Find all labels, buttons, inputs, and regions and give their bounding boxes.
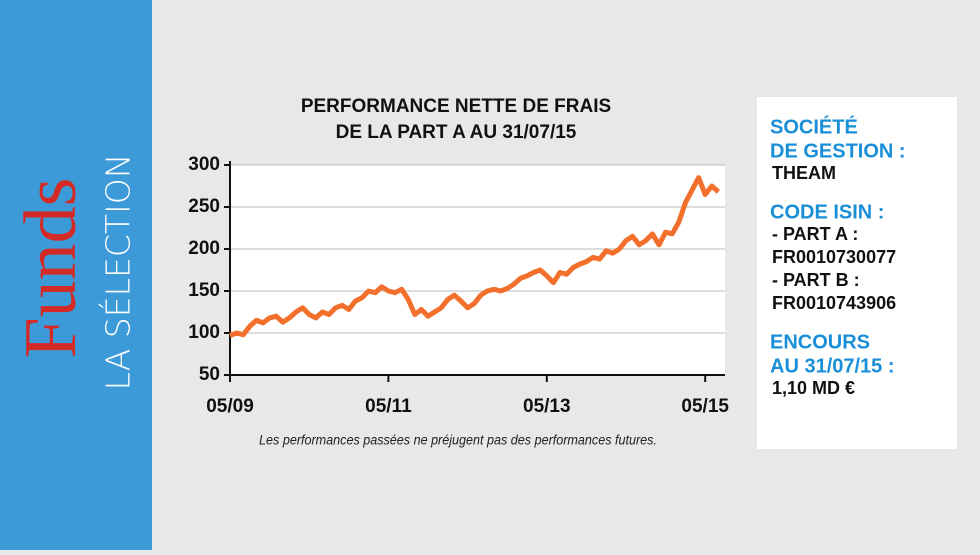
x-tick-label: 05/09 (206, 396, 254, 417)
x-tick-label: 05/15 (681, 396, 729, 417)
info-line: - PART B : (772, 270, 860, 290)
chart-note: Les performances passées ne préjugent pa… (259, 432, 657, 448)
y-tick-label: 150 (188, 280, 220, 301)
x-tick-label: 05/11 (365, 396, 412, 417)
x-tick-label: 05/13 (523, 396, 571, 417)
brand: Funds (10, 178, 92, 359)
y-tick-label: 100 (188, 322, 220, 343)
info-line: - PART A : (772, 224, 858, 244)
info-line: FR0010743906 (772, 293, 896, 313)
info-panel (757, 97, 957, 449)
info-line: FR0010730077 (772, 247, 896, 267)
y-tick-label: 50 (199, 364, 220, 385)
y-tick-label: 250 (188, 196, 220, 217)
chart-title: PERFORMANCE NETTE DE FRAIS (301, 96, 611, 117)
info-line: 1,10 MD € (772, 378, 855, 398)
chart-title: DE LA PART A AU 31/07/15 (336, 122, 577, 143)
sidebar-subtitle: LA SÉLECTION (98, 154, 138, 391)
y-tick-label: 300 (188, 154, 220, 175)
info-heading: CODE ISIN : (770, 201, 884, 223)
sidebar (0, 0, 152, 550)
data-line (229, 175, 721, 338)
info-heading: AU 31/07/15 : (770, 355, 895, 377)
info-heading: DE GESTION : (770, 140, 906, 162)
info-heading: ENCOURS (770, 331, 870, 353)
info-heading: SOCIÉTÉ (770, 115, 858, 138)
info-line: THEAM (772, 163, 836, 183)
y-tick-label: 200 (188, 238, 220, 259)
plot-area (230, 165, 725, 375)
